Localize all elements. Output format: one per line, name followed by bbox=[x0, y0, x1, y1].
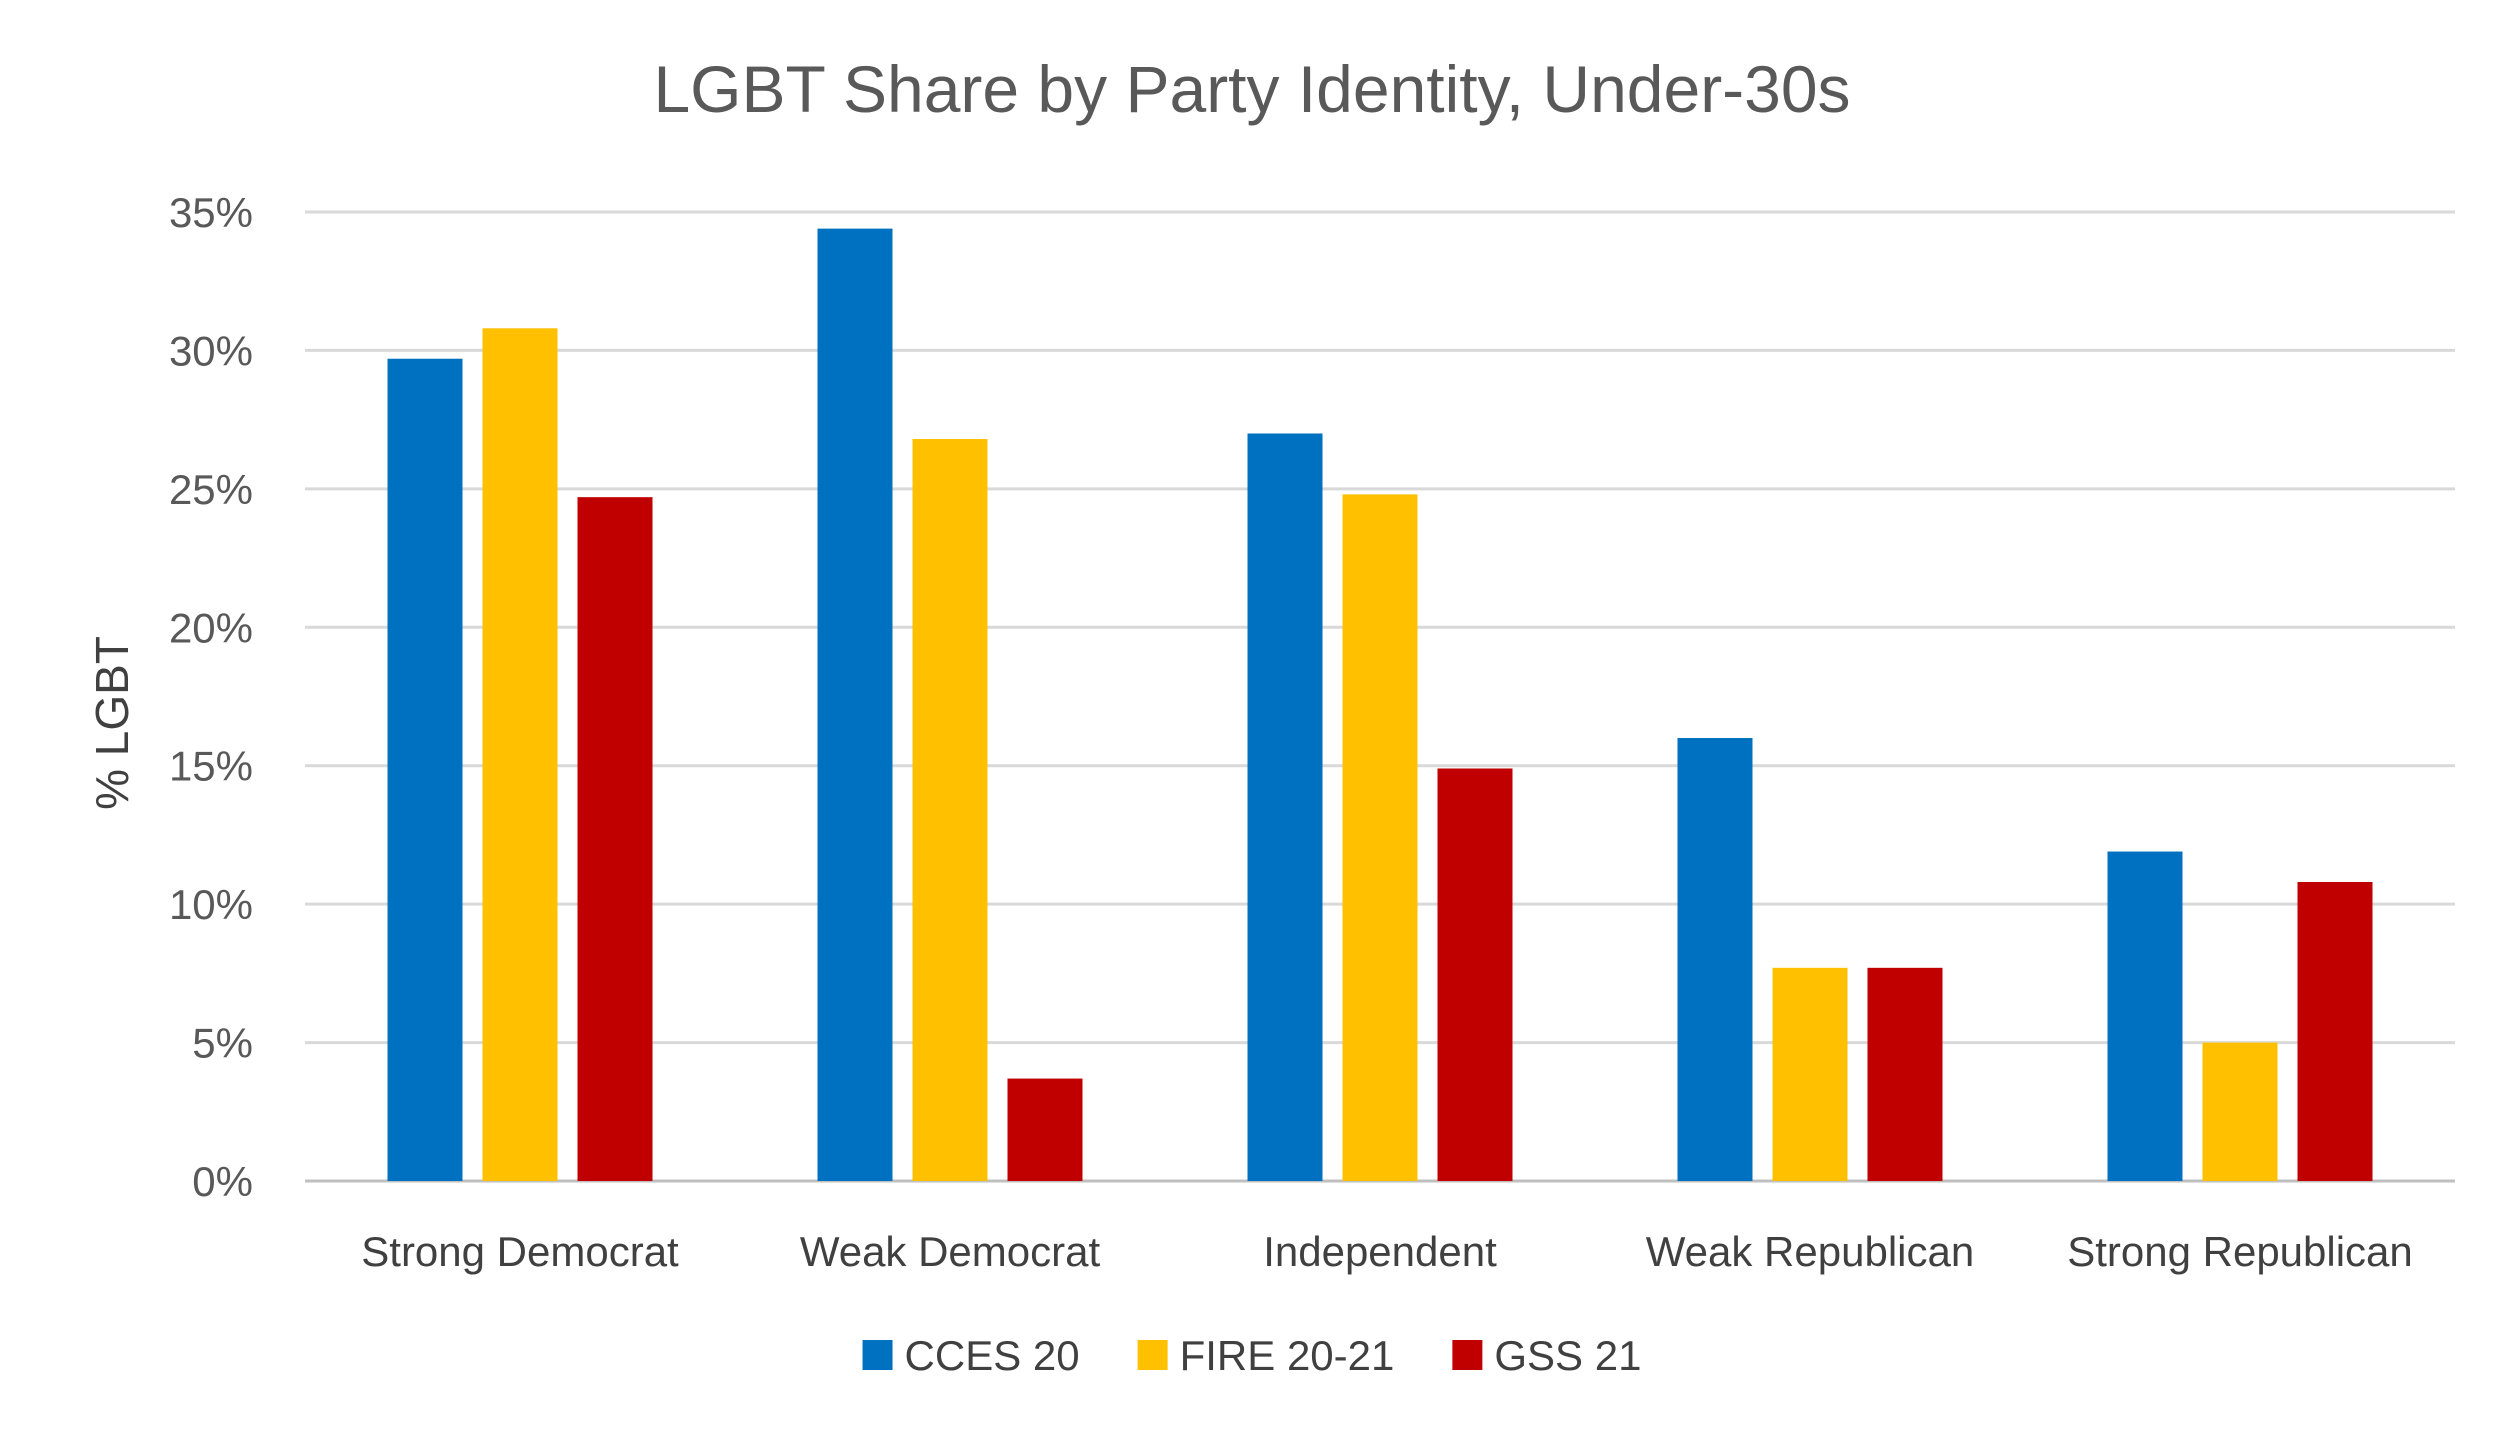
y-tick-label: 30% bbox=[169, 327, 253, 374]
bar-gss-21-3 bbox=[1867, 967, 1943, 1181]
legend-label: FIRE 20-21 bbox=[1180, 1332, 1395, 1379]
y-tick-label: 25% bbox=[169, 466, 253, 513]
bar-cces-20-3 bbox=[1677, 738, 1753, 1181]
legend-label: CCES 20 bbox=[905, 1332, 1080, 1379]
legend: CCES 20 FIRE 20-21 GSS 21 bbox=[862, 1332, 1641, 1379]
bar-gss-21-1 bbox=[1007, 1078, 1083, 1181]
x-category-label: Weak Republican bbox=[1646, 1228, 1974, 1275]
x-category-label: Independent bbox=[1263, 1228, 1497, 1275]
y-tick-label: 35% bbox=[169, 189, 253, 236]
y-tick-label: 15% bbox=[169, 743, 253, 790]
bar-fire-20-21-1 bbox=[912, 439, 988, 1182]
chart-title: LGBT Share by Party Identity, Under-30s bbox=[653, 52, 1850, 126]
bar-gss-21-0 bbox=[577, 497, 653, 1182]
x-category-label: Strong Republican bbox=[2067, 1228, 2413, 1275]
legend-swatch bbox=[1452, 1340, 1483, 1370]
bar-gss-21-2 bbox=[1437, 768, 1513, 1181]
y-tick-label: 10% bbox=[169, 881, 253, 928]
bar-cces-20-4 bbox=[2107, 851, 2183, 1181]
y-axis-title: % LGBT bbox=[86, 636, 138, 810]
legend-item: FIRE 20-21 bbox=[1137, 1332, 1395, 1379]
bar-fire-20-21-4 bbox=[2202, 1042, 2278, 1181]
legend-item: CCES 20 bbox=[862, 1332, 1080, 1379]
legend-item: GSS 21 bbox=[1452, 1332, 1641, 1379]
y-tick-label: 20% bbox=[169, 604, 253, 651]
legend-swatch bbox=[862, 1340, 893, 1370]
bar-cces-20-0 bbox=[387, 358, 463, 1182]
bar-fire-20-21-3 bbox=[1772, 967, 1848, 1181]
bar-fire-20-21-2 bbox=[1342, 494, 1418, 1181]
bar-cces-20-1 bbox=[817, 228, 893, 1181]
bars bbox=[387, 228, 2373, 1182]
y-tick-label: 5% bbox=[192, 1020, 253, 1067]
bar-gss-21-4 bbox=[2297, 881, 2373, 1181]
y-tick-label: 0% bbox=[192, 1158, 253, 1205]
x-category-label: Strong Democrat bbox=[361, 1228, 679, 1275]
x-axis-categories: Strong Democrat Weak Democrat Independent W… bbox=[361, 1228, 2413, 1275]
bar-cces-20-2 bbox=[1247, 433, 1323, 1181]
bar-fire-20-21-0 bbox=[482, 328, 558, 1181]
legend-label: GSS 21 bbox=[1494, 1332, 1641, 1379]
y-axis-ticks: 0% 5% 10% 15% 20% 25% 30% 35% bbox=[169, 189, 253, 1205]
legend-swatch bbox=[1137, 1340, 1168, 1370]
x-category-label: Weak Democrat bbox=[800, 1228, 1101, 1275]
